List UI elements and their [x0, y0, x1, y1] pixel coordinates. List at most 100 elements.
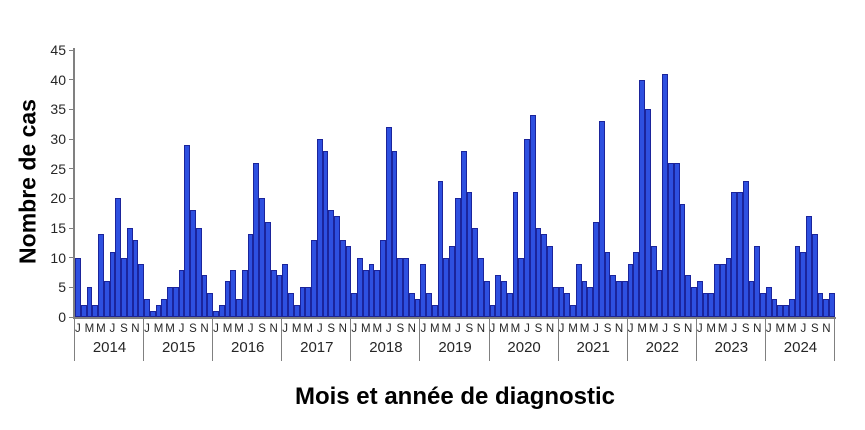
bar-2019-m7 — [455, 198, 461, 317]
bar-2024-m8 — [806, 216, 812, 317]
bar-2014-m11 — [132, 239, 139, 317]
month-tick-label: M — [579, 323, 590, 335]
bar-2024-m6 — [794, 245, 801, 317]
bar-2018-m1 — [351, 293, 358, 317]
month-tick-label: M — [372, 323, 383, 335]
month-tick-label: M — [706, 323, 716, 335]
bar-2020-m9 — [535, 228, 542, 317]
bar-2015-m5 — [167, 287, 173, 317]
bar-2014-m8 — [115, 198, 122, 317]
bar-2020-m6 — [518, 257, 525, 317]
month-tick-label: J — [800, 323, 807, 335]
bar-2014-m2 — [80, 305, 87, 317]
bar-2020-m11 — [547, 245, 553, 317]
month-tick-label: S — [120, 323, 128, 335]
bar-2015-m1 — [144, 299, 150, 317]
bar-2023-m1 — [696, 281, 703, 317]
bar-2017-m11 — [339, 239, 346, 317]
bar-2017-m12 — [345, 245, 352, 317]
month-tick-label: M — [303, 323, 313, 335]
bar-2018-m11 — [408, 293, 415, 317]
bar-2019-m11 — [478, 257, 484, 317]
bar-2021-m10 — [610, 275, 617, 317]
bar-2023-m12 — [760, 293, 766, 317]
month-tick-label: J — [455, 323, 461, 335]
year-label: 2016 — [231, 339, 265, 356]
month-tick-label: J — [351, 323, 358, 335]
month-tick-label: S — [672, 323, 681, 335]
bar-2014-m4 — [92, 305, 99, 317]
year-label: 2021 — [576, 339, 610, 356]
month-tick-label: S — [603, 323, 612, 335]
bar-2021-m6 — [587, 287, 594, 317]
bar-2021-m4 — [575, 263, 582, 317]
bar-2020-m3 — [501, 281, 507, 317]
month-tick-label: J — [731, 323, 738, 335]
bar-2020-m10 — [541, 233, 548, 317]
year-label: 2020 — [507, 339, 541, 356]
month-tick-label: M — [165, 323, 175, 335]
year-separator — [488, 319, 490, 361]
bar-2019-m8 — [460, 150, 467, 317]
bar-2015-m2 — [149, 311, 156, 317]
y-axis-title: Nombre de cas — [14, 99, 41, 264]
month-tick-label: N — [545, 323, 555, 335]
month-tick-label: J — [385, 323, 392, 335]
bar-2018-m2 — [357, 257, 363, 317]
y-tick-label: 20 — [50, 190, 66, 207]
year-label: 2024 — [783, 339, 818, 356]
y-axis-line — [73, 48, 75, 318]
bar-2018-m9 — [397, 257, 404, 317]
month-tick-label: J — [213, 323, 219, 335]
year-separator — [764, 319, 766, 361]
bar-2016-m12 — [276, 275, 283, 317]
month-tick-label: M — [84, 323, 95, 335]
bar-2021-m11 — [616, 281, 622, 317]
month-tick-label: N — [407, 323, 416, 335]
bar-2015-m4 — [161, 299, 168, 317]
bar-2015-m8 — [184, 144, 191, 317]
bar-2015-m9 — [190, 210, 196, 317]
bar-2023-m8 — [737, 192, 743, 317]
bar-2019-m3 — [431, 305, 438, 317]
bar-2014-m10 — [126, 228, 133, 317]
bar-2016-m3 — [224, 281, 231, 317]
bar-2017-m6 — [311, 239, 317, 317]
year-label: 2022 — [645, 339, 679, 356]
bar-2022-m4 — [645, 109, 651, 317]
bar-2023-m6 — [725, 257, 732, 317]
plot-area — [75, 50, 835, 317]
bar-2014-m9 — [121, 257, 127, 317]
month-tick-label: M — [648, 323, 659, 335]
y-tick — [69, 79, 74, 81]
year-separator — [281, 319, 283, 361]
y-tick-label: 10 — [50, 249, 66, 266]
y-tick-label: 15 — [50, 220, 66, 236]
bar-2017-m8 — [322, 150, 329, 317]
year-separator — [626, 319, 628, 361]
bar-2018-m5 — [374, 269, 381, 317]
month-tick-label: N — [200, 323, 209, 335]
month-tick-label: J — [144, 323, 150, 335]
bar-2024-m4 — [783, 305, 789, 317]
y-tick-label: 40 — [50, 71, 66, 88]
bar-2016-m7 — [247, 233, 254, 317]
year-label: 2017 — [300, 339, 334, 356]
bar-2019-m4 — [437, 180, 444, 317]
month-tick-label: J — [178, 323, 185, 335]
bar-2020-m7 — [524, 139, 530, 317]
bar-2023-m11 — [754, 245, 761, 317]
bar-2022-m5 — [650, 245, 657, 317]
month-tick-label: J — [282, 323, 289, 335]
month-tick-label: M — [222, 323, 233, 335]
bar-2015-m12 — [207, 293, 214, 317]
bar-2024-m7 — [800, 251, 807, 317]
month-tick-label: J — [696, 323, 703, 335]
bar-2016-m5 — [236, 299, 242, 317]
bar-2021-m9 — [604, 251, 611, 317]
bar-2014-m5 — [98, 233, 104, 317]
y-tick-label: 30 — [50, 131, 66, 147]
bar-2023-m7 — [731, 192, 738, 317]
y-tick-label: 25 — [50, 160, 66, 177]
